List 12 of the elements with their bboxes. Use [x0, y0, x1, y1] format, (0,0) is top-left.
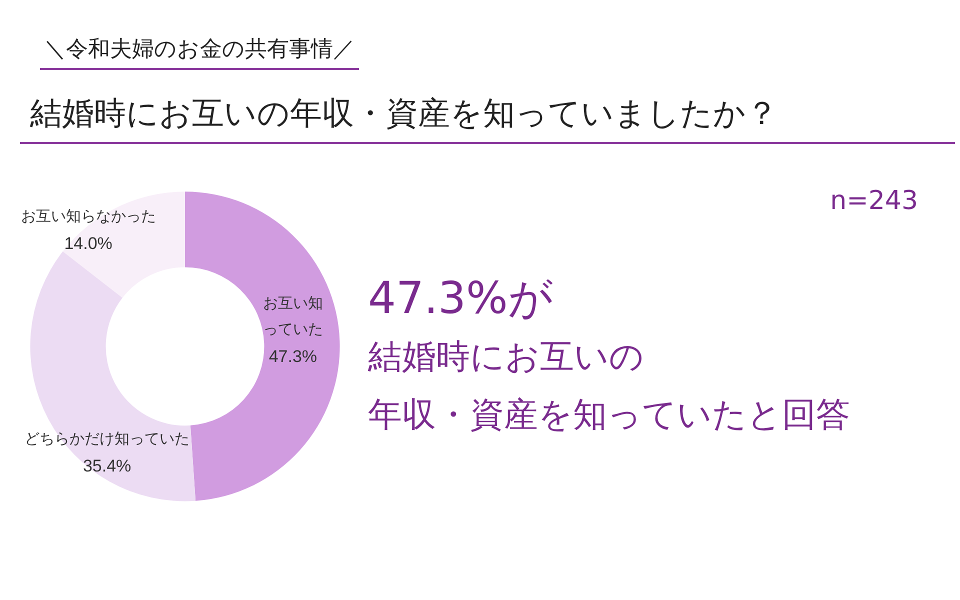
data-label: 35.4% — [82, 456, 132, 476]
slice-label: お互い知っていた — [262, 294, 323, 338]
text: n=243 — [830, 186, 918, 216]
text: 結婚時にお互いの年収・資産を知っていましたか？ — [20, 92, 955, 144]
text: 年収・資産を知っていたと回答 — [368, 394, 850, 437]
text: 47.3%が — [368, 272, 554, 326]
data-label: 47.3% — [268, 346, 318, 366]
slice-label: お互い知らなかった — [20, 208, 156, 226]
slice-label: どちらかだけ知っていた — [24, 430, 190, 448]
text: 結婚時にお互いの — [368, 336, 645, 379]
chart-subtitle: ＼令和夫婦のお金の共有事情／ — [40, 34, 359, 70]
data-label: 14.0% — [64, 234, 112, 254]
